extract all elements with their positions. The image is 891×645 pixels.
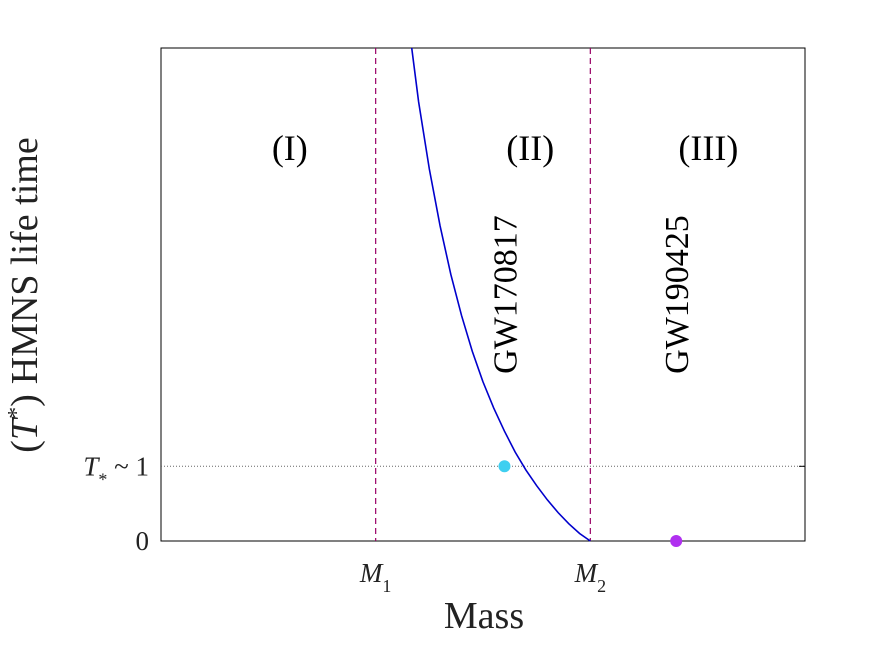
region-label-iii: (III) — [678, 128, 738, 168]
xtick-m2-base: M — [574, 558, 599, 588]
xtick-m1-sub: 1 — [382, 576, 391, 596]
annotation-gw170817: GW170817 — [487, 215, 524, 374]
plot-frame — [160, 47, 806, 542]
ytick-label-t-star: T* ~ 1 — [83, 451, 149, 489]
xtick-m1-base: M — [359, 558, 384, 588]
xtick-m2-sub: 2 — [597, 576, 606, 596]
ytick-label-zero: 0 — [136, 526, 150, 556]
ylabel-star: * — [4, 407, 30, 419]
ytick-star-subscript: * — [98, 469, 107, 489]
ylabel-paren-close: ) — [4, 394, 46, 407]
point-gw190425 — [670, 535, 683, 547]
ylabel-t-symbol: T — [4, 416, 46, 440]
x-axis-label: Mass — [444, 595, 524, 637]
xtick-label-m2: M2 — [574, 558, 607, 596]
point-gw170817 — [498, 460, 511, 473]
annotation-gw190425: GW190425 — [659, 215, 696, 374]
ylabel-text: HMNS life time — [4, 137, 46, 384]
ylabel-paren-open: ( — [4, 440, 46, 453]
hmns-lifetime-curve — [410, 47, 591, 542]
y-axis-label: (T*) HMNS life time — [4, 137, 46, 452]
ytick-approx-one: ~ 1 — [107, 451, 149, 481]
region-label-ii: (II) — [506, 128, 554, 168]
region-label-i: (I) — [272, 128, 308, 168]
ytick-t-symbol: T — [83, 451, 100, 481]
xtick-label-m1: M1 — [359, 558, 392, 596]
